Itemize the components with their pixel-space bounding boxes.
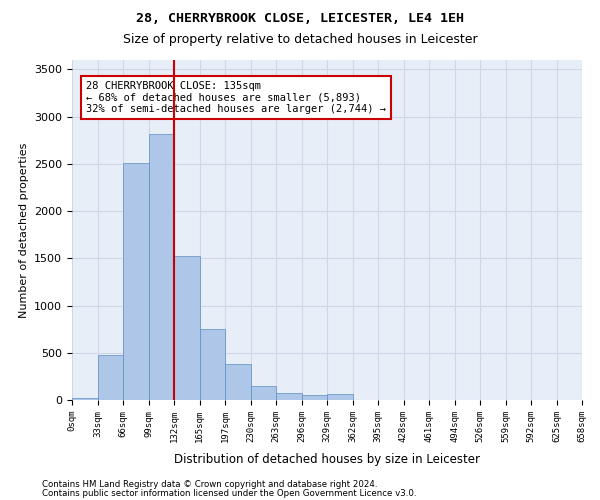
Text: Contains HM Land Registry data © Crown copyright and database right 2024.: Contains HM Land Registry data © Crown c…: [42, 480, 377, 489]
Bar: [123, 163, 149, 400]
Bar: [251, 386, 276, 400]
Bar: [97, 354, 123, 400]
Bar: [199, 329, 225, 400]
Text: Size of property relative to detached houses in Leicester: Size of property relative to detached ho…: [122, 32, 478, 46]
Bar: [72, 398, 97, 400]
Bar: [327, 394, 353, 400]
Bar: [276, 393, 302, 400]
Bar: [225, 364, 251, 400]
Bar: [302, 395, 327, 400]
Text: 28 CHERRYBROOK CLOSE: 135sqm
← 68% of detached houses are smaller (5,893)
32% of: 28 CHERRYBROOK CLOSE: 135sqm ← 68% of de…: [86, 81, 386, 114]
Y-axis label: Number of detached properties: Number of detached properties: [19, 142, 29, 318]
Bar: [174, 256, 199, 400]
Text: 28, CHERRYBROOK CLOSE, LEICESTER, LE4 1EH: 28, CHERRYBROOK CLOSE, LEICESTER, LE4 1E…: [136, 12, 464, 26]
Bar: [149, 134, 174, 400]
X-axis label: Distribution of detached houses by size in Leicester: Distribution of detached houses by size …: [174, 453, 480, 466]
Text: Contains public sector information licensed under the Open Government Licence v3: Contains public sector information licen…: [42, 488, 416, 498]
